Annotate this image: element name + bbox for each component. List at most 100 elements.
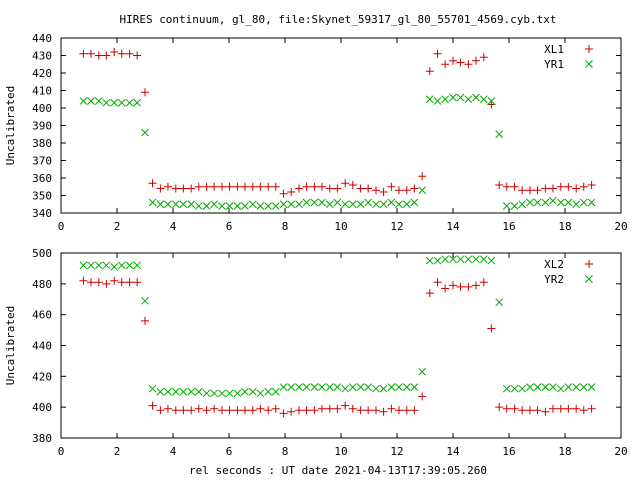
data-point (472, 255, 480, 264)
x-tick-label: 14 (446, 220, 460, 233)
legend-label: YR1 (544, 58, 564, 71)
data-point (94, 261, 103, 270)
data-point (572, 184, 581, 193)
data-point (187, 184, 196, 193)
data-point (348, 200, 357, 209)
x-tick-label: 10 (334, 445, 347, 458)
data-point (487, 324, 496, 333)
data-point (141, 88, 149, 97)
y-tick-label: 460 (32, 309, 52, 322)
data-point (202, 389, 211, 398)
data-point (502, 202, 511, 210)
data-point (310, 383, 319, 391)
data-point (556, 182, 565, 191)
data-point (218, 182, 226, 191)
legend-marker (585, 275, 593, 283)
y-tick-label: 360 (32, 172, 52, 185)
data-point (526, 383, 534, 391)
data-point (318, 198, 326, 207)
data-point (302, 182, 311, 191)
data-point (472, 93, 480, 102)
y-tick-label: 420 (32, 370, 52, 383)
data-point (110, 263, 119, 271)
data-point (518, 186, 527, 195)
x-tick-label: 12 (390, 445, 403, 458)
data-point (387, 404, 396, 413)
data-point (264, 202, 273, 210)
data-point (210, 389, 219, 398)
y-tick-label: 430 (32, 50, 52, 63)
data-point (487, 256, 496, 265)
data-point (402, 200, 411, 209)
data-point (187, 387, 196, 396)
data-point (310, 198, 319, 207)
data-point (425, 256, 434, 265)
data-point (279, 200, 288, 209)
data-point (318, 383, 326, 391)
data-point (395, 383, 403, 391)
data-point (248, 387, 257, 396)
data-point (410, 198, 419, 207)
data-point (418, 367, 427, 376)
data-point (256, 182, 265, 191)
data-point (271, 202, 280, 210)
data-point (171, 387, 180, 396)
data-point (317, 404, 326, 413)
data-point (271, 387, 280, 396)
x-tick-label: 10 (334, 220, 347, 233)
data-point (441, 60, 450, 69)
data-point (356, 184, 365, 193)
data-point (125, 98, 134, 107)
data-point (94, 51, 103, 60)
data-point (94, 97, 103, 105)
x-axis-label: rel seconds : UT date 2021-04-13T17:39:0… (189, 464, 487, 477)
data-point (572, 404, 581, 413)
data-point (487, 100, 496, 109)
data-point (364, 406, 373, 415)
data-point (587, 383, 596, 391)
data-point (264, 387, 273, 396)
data-point (341, 401, 350, 410)
data-point (187, 406, 196, 415)
data-point (225, 182, 234, 191)
data-point (510, 202, 519, 210)
data-point (379, 384, 388, 393)
data-point (218, 202, 226, 210)
data-point (372, 384, 380, 393)
data-point (240, 406, 249, 415)
x-tick-label: 16 (502, 445, 515, 458)
data-point (79, 276, 88, 285)
data-point (148, 179, 157, 188)
data-point (541, 198, 550, 207)
data-point (179, 184, 188, 193)
data-point (302, 383, 311, 391)
data-point (102, 98, 111, 107)
data-point (194, 387, 203, 396)
data-point (210, 404, 219, 413)
data-point (487, 97, 496, 105)
data-point (325, 184, 334, 193)
x-tick-label: 6 (226, 220, 233, 233)
data-point (433, 97, 442, 105)
data-point (110, 98, 119, 107)
x-tick-label: 12 (390, 220, 403, 233)
data-point (202, 406, 211, 415)
data-point (279, 409, 288, 418)
data-point (479, 255, 488, 264)
data-point (356, 200, 365, 209)
x-tick-label: 6 (226, 445, 233, 458)
data-point (302, 406, 311, 415)
data-point (572, 383, 581, 391)
data-point (441, 95, 450, 104)
data-point (471, 281, 480, 290)
data-point (564, 198, 573, 207)
data-point (86, 49, 95, 58)
data-point (241, 387, 249, 396)
data-point (410, 383, 419, 391)
data-point (356, 383, 365, 391)
y-tick-label: 350 (32, 190, 52, 203)
legend-marker (585, 260, 593, 268)
data-point (164, 200, 172, 209)
data-point (317, 182, 326, 191)
